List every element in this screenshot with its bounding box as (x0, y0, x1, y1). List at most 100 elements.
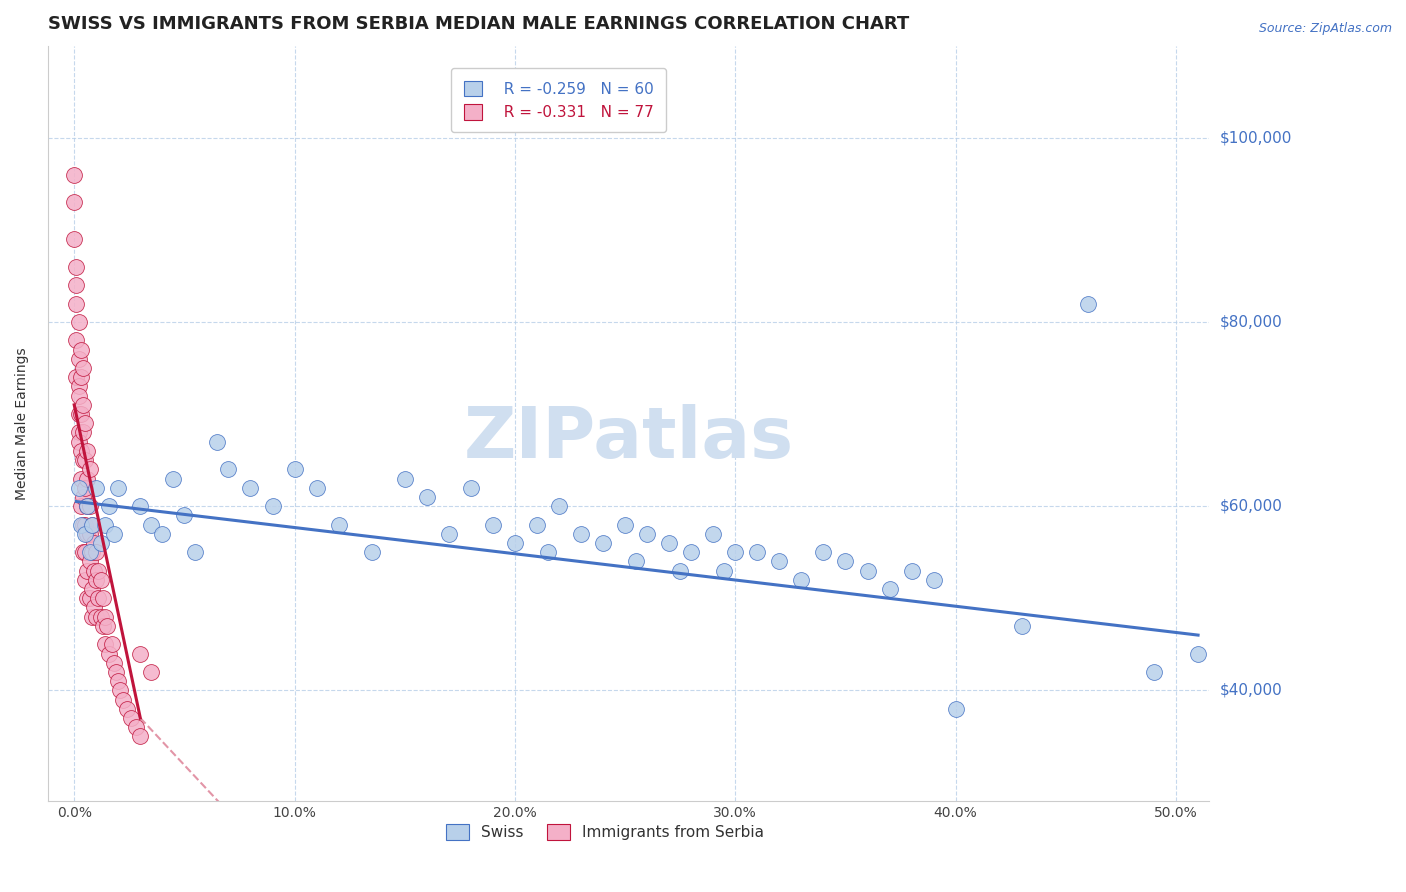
Text: $60,000: $60,000 (1220, 499, 1284, 514)
Point (162, 471, 184, 485)
Point (80, 517, 103, 532)
Point (75, 526, 97, 541)
Point (184, 545, 207, 559)
Point (87, 591, 110, 606)
Point (115, 702, 138, 716)
Point (79, 462, 101, 476)
Point (537, 545, 560, 559)
Point (76, 526, 98, 541)
Point (79, 554, 101, 568)
Point (526, 517, 548, 532)
Point (922, 573, 945, 587)
Point (75, 545, 97, 559)
Point (76, 499, 98, 513)
Point (1011, 619, 1033, 633)
Point (80, 609, 103, 624)
Point (790, 573, 813, 587)
Point (856, 564, 879, 578)
Point (900, 564, 922, 578)
Point (592, 536, 614, 550)
Point (103, 526, 125, 541)
Point (76, 471, 98, 485)
Point (125, 720, 148, 734)
Legend: Swiss, Immigrants from Serbia: Swiss, Immigrants from Serbia (440, 818, 770, 847)
Point (67, 389, 90, 403)
Point (87, 564, 110, 578)
Point (624, 554, 647, 568)
Point (239, 481, 262, 495)
Point (90, 609, 112, 624)
Point (65, 334, 87, 348)
Point (72, 545, 94, 559)
Point (72, 398, 94, 412)
Point (94, 609, 117, 624)
Point (72, 517, 94, 532)
Point (69, 499, 91, 513)
Point (482, 517, 505, 532)
Point (83, 600, 105, 615)
Point (460, 481, 482, 495)
Point (103, 656, 125, 670)
Point (63, 195, 86, 210)
Point (63, 232, 86, 246)
Point (76, 443, 98, 458)
Point (416, 490, 439, 504)
Point (105, 665, 128, 679)
Point (100, 637, 122, 651)
Point (747, 545, 769, 559)
Point (75, 453, 97, 467)
Point (207, 434, 229, 449)
Point (110, 683, 132, 698)
Point (945, 702, 967, 716)
Point (83, 564, 105, 578)
Point (360, 545, 382, 559)
Point (129, 647, 152, 661)
Point (107, 674, 129, 689)
Point (328, 517, 350, 532)
Text: $80,000: $80,000 (1220, 315, 1282, 329)
Point (548, 499, 571, 513)
Point (69, 443, 91, 458)
Point (69, 343, 91, 357)
Y-axis label: Median Male Earnings: Median Male Earnings (15, 347, 30, 500)
Point (79, 545, 101, 559)
Point (305, 481, 328, 495)
Point (96, 619, 118, 633)
Point (67, 407, 90, 421)
Point (94, 637, 117, 651)
Point (65, 296, 87, 310)
Point (90, 573, 112, 587)
Point (75, 517, 97, 532)
Point (173, 508, 195, 523)
Point (107, 481, 129, 495)
Point (1077, 296, 1099, 310)
Point (72, 425, 94, 440)
Point (69, 407, 91, 421)
Point (150, 526, 173, 541)
Point (67, 315, 90, 329)
Point (69, 370, 91, 384)
Point (503, 536, 526, 550)
Point (63, 168, 86, 182)
Point (84, 573, 107, 587)
Point (437, 526, 460, 541)
Point (65, 260, 87, 274)
Point (80, 517, 103, 532)
Point (98, 499, 121, 513)
Point (90, 536, 112, 550)
Point (262, 499, 284, 513)
Point (94, 517, 117, 532)
Point (72, 453, 94, 467)
Point (1143, 665, 1166, 679)
Point (79, 591, 101, 606)
Point (713, 564, 735, 578)
Text: Source: ZipAtlas.com: Source: ZipAtlas.com (1258, 22, 1392, 36)
Point (111, 692, 134, 706)
Point (681, 545, 703, 559)
Point (72, 361, 94, 376)
Point (76, 499, 98, 513)
Text: $100,000: $100,000 (1220, 130, 1292, 145)
Point (67, 434, 90, 449)
Point (83, 536, 105, 550)
Point (67, 351, 90, 366)
